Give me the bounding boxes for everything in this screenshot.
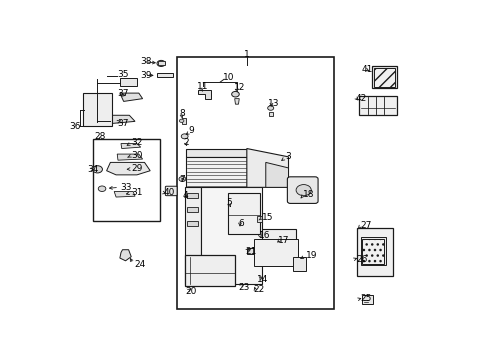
Bar bbox=[361, 296, 372, 304]
Polygon shape bbox=[201, 187, 262, 284]
Text: 7: 7 bbox=[179, 175, 185, 184]
Bar bbox=[186, 193, 198, 198]
Text: 28: 28 bbox=[94, 131, 105, 140]
Bar bbox=[371, 66, 396, 88]
Polygon shape bbox=[186, 149, 246, 157]
Bar bbox=[185, 255, 234, 286]
Bar bbox=[373, 68, 394, 87]
Bar bbox=[176, 57, 333, 309]
Text: 9: 9 bbox=[188, 126, 194, 135]
Circle shape bbox=[296, 185, 311, 196]
Text: 5: 5 bbox=[225, 198, 231, 207]
Polygon shape bbox=[265, 162, 288, 187]
Bar bbox=[246, 248, 254, 254]
Polygon shape bbox=[114, 192, 135, 197]
Polygon shape bbox=[121, 144, 141, 149]
Text: 37: 37 bbox=[117, 89, 128, 98]
Text: 38: 38 bbox=[140, 57, 151, 66]
Text: 17: 17 bbox=[277, 235, 289, 244]
Text: 22: 22 bbox=[253, 285, 264, 294]
Circle shape bbox=[267, 106, 273, 110]
Polygon shape bbox=[156, 73, 173, 77]
Text: 30: 30 bbox=[131, 151, 142, 160]
Bar bbox=[262, 229, 296, 265]
Circle shape bbox=[98, 186, 105, 192]
Text: 11: 11 bbox=[196, 82, 208, 91]
Polygon shape bbox=[186, 157, 246, 187]
Text: 27: 27 bbox=[360, 221, 371, 230]
Bar bbox=[158, 62, 164, 66]
Text: 39: 39 bbox=[140, 71, 151, 80]
Polygon shape bbox=[185, 187, 201, 284]
Text: 10: 10 bbox=[223, 73, 234, 82]
Text: 4: 4 bbox=[182, 190, 188, 199]
Circle shape bbox=[231, 91, 239, 97]
Polygon shape bbox=[120, 78, 137, 86]
Polygon shape bbox=[120, 93, 142, 102]
Circle shape bbox=[179, 176, 185, 181]
Text: 15: 15 bbox=[262, 213, 273, 222]
Text: 32: 32 bbox=[131, 139, 142, 148]
Text: 35: 35 bbox=[117, 70, 128, 79]
Text: 1: 1 bbox=[244, 50, 249, 59]
Text: 3: 3 bbox=[285, 152, 291, 161]
Circle shape bbox=[181, 134, 188, 139]
Bar bbox=[83, 93, 111, 126]
Polygon shape bbox=[257, 216, 262, 222]
Text: 13: 13 bbox=[267, 99, 279, 108]
Bar bbox=[254, 239, 297, 266]
Text: 23: 23 bbox=[238, 283, 249, 292]
Bar bbox=[93, 139, 159, 221]
Bar bbox=[361, 239, 384, 264]
Bar bbox=[186, 221, 198, 226]
Polygon shape bbox=[181, 118, 186, 123]
Bar bbox=[357, 228, 393, 276]
Text: 40: 40 bbox=[163, 188, 175, 197]
Polygon shape bbox=[117, 154, 142, 160]
FancyBboxPatch shape bbox=[165, 186, 177, 195]
Text: 16: 16 bbox=[259, 231, 270, 240]
Text: 21: 21 bbox=[245, 247, 257, 256]
Polygon shape bbox=[106, 162, 150, 175]
Text: 26: 26 bbox=[355, 255, 366, 264]
Text: 2: 2 bbox=[183, 139, 188, 148]
Text: 33: 33 bbox=[120, 183, 131, 192]
Text: 20: 20 bbox=[185, 287, 196, 296]
Text: 34: 34 bbox=[87, 165, 98, 174]
Circle shape bbox=[260, 241, 281, 257]
Text: 24: 24 bbox=[134, 261, 145, 269]
Text: 29: 29 bbox=[131, 164, 142, 173]
Text: 31: 31 bbox=[131, 188, 142, 197]
Circle shape bbox=[92, 166, 102, 173]
Bar bbox=[292, 257, 305, 270]
Text: 12: 12 bbox=[233, 83, 244, 92]
Polygon shape bbox=[268, 112, 272, 116]
Circle shape bbox=[157, 60, 165, 67]
Circle shape bbox=[179, 119, 183, 122]
Polygon shape bbox=[246, 149, 288, 187]
Polygon shape bbox=[106, 115, 135, 123]
Text: 14: 14 bbox=[256, 275, 267, 284]
Text: 25: 25 bbox=[360, 294, 371, 303]
Circle shape bbox=[274, 241, 295, 257]
Polygon shape bbox=[197, 90, 210, 99]
Bar bbox=[360, 237, 386, 265]
Bar bbox=[358, 96, 396, 115]
Text: 6: 6 bbox=[238, 220, 244, 229]
Text: 8: 8 bbox=[179, 109, 185, 118]
Text: 18: 18 bbox=[302, 190, 314, 199]
Text: 36: 36 bbox=[69, 122, 81, 131]
Polygon shape bbox=[120, 250, 131, 261]
Polygon shape bbox=[234, 99, 239, 104]
Text: 19: 19 bbox=[305, 251, 316, 260]
Bar bbox=[227, 193, 260, 234]
Bar bbox=[186, 207, 198, 212]
Text: 42: 42 bbox=[355, 94, 366, 103]
Text: 41: 41 bbox=[361, 65, 372, 74]
Text: 37: 37 bbox=[117, 118, 128, 127]
FancyBboxPatch shape bbox=[287, 177, 317, 203]
